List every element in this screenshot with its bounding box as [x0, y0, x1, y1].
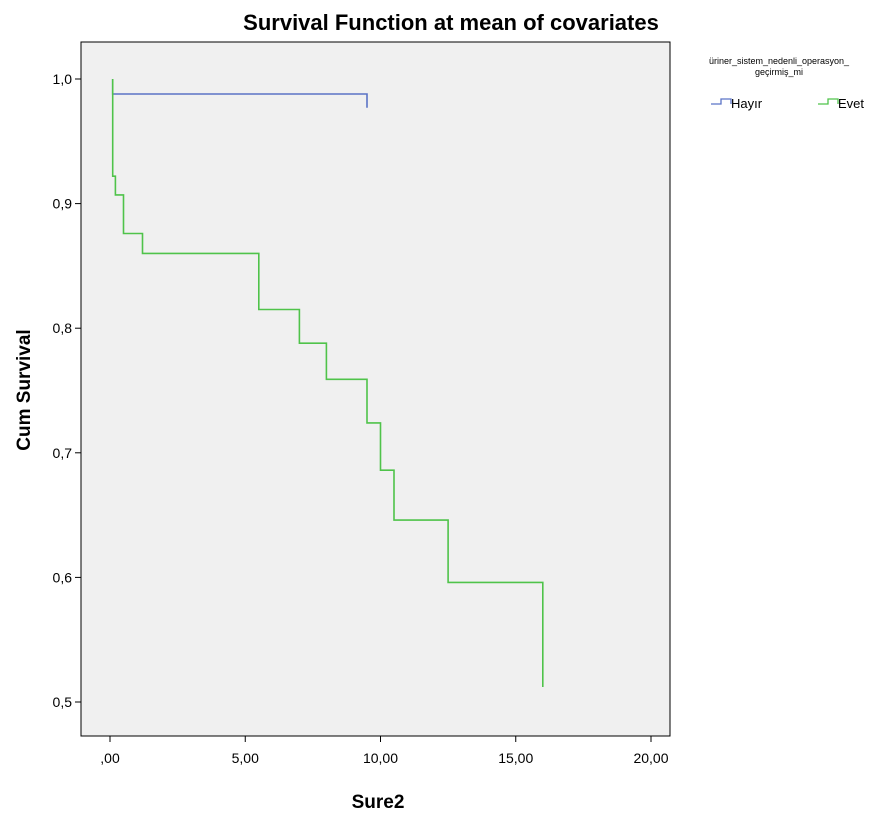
- x-tick-label: 20,00: [633, 750, 668, 766]
- y-tick-label: 0,9: [53, 196, 73, 212]
- series-layer: [111, 79, 544, 687]
- y-tick-label: 1,0: [53, 71, 73, 87]
- x-tick-label: ,00: [100, 750, 120, 766]
- y-axis-title: Cum Survival: [14, 329, 35, 450]
- y-tick-label: 0,6: [53, 569, 73, 585]
- y-tick-label: 0,8: [53, 320, 73, 336]
- x-axis: ,00 5,00 10,00 15,00 20,00: [100, 736, 669, 766]
- legend: üriner_sistem_nedenli_operasyon_ geçirmi…: [709, 56, 864, 111]
- legend-swatch-hayır: [711, 98, 732, 105]
- y-axis: 0,5 0,6 0,7 0,8 0,9 1,0: [53, 71, 81, 710]
- x-tick-label: 10,00: [363, 750, 398, 766]
- legend-swatch-evet: [818, 98, 839, 105]
- legend-title-line-1: üriner_sistem_nedenli_operasyon_: [709, 56, 850, 66]
- plot-area: [80, 41, 671, 737]
- x-axis-title: Sure2: [352, 792, 405, 813]
- series-line-evet: [111, 79, 544, 687]
- x-tick-label: 15,00: [498, 750, 533, 766]
- legend-label-evet: Evet: [838, 96, 864, 111]
- x-tick-label: 5,00: [232, 750, 259, 766]
- y-tick-label: 0,7: [53, 445, 73, 461]
- legend-label-hayır: Hayır: [731, 96, 763, 111]
- chart-title: Survival Function at mean of covariates: [243, 10, 659, 35]
- legend-title-line-2: geçirmiş_mi: [755, 67, 803, 77]
- y-tick-label: 0,5: [53, 694, 73, 710]
- legend-items: Hayır Evet: [711, 96, 864, 111]
